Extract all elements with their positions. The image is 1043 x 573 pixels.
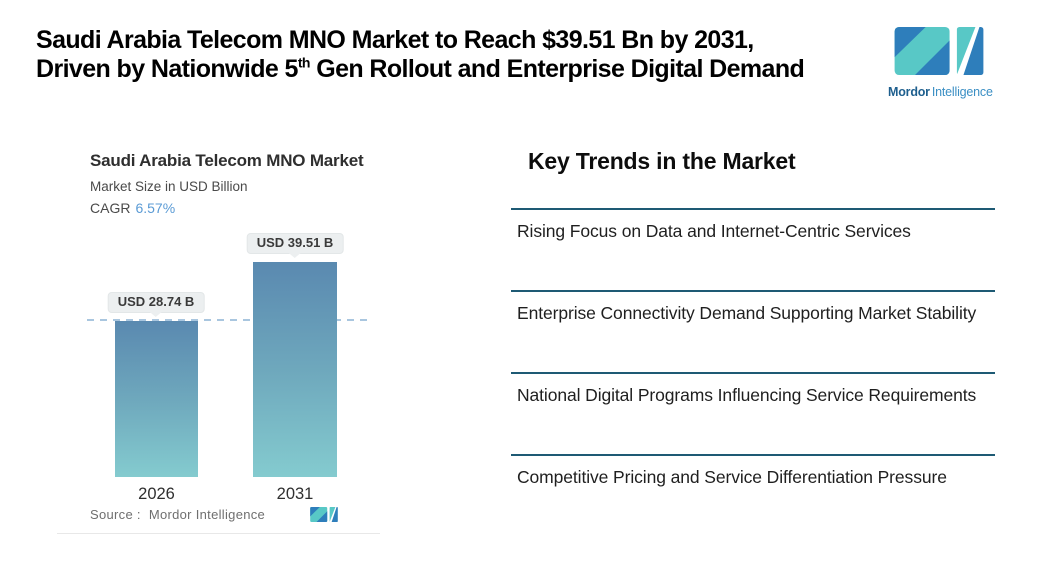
mini-brand-logo (310, 507, 338, 527)
superscript-th: th (297, 54, 311, 71)
cagr-label: CAGR (90, 200, 131, 216)
x-tick-2026: 2026 (138, 485, 175, 503)
trend-item-text: Rising Focus on Data and Internet-Centri… (517, 221, 911, 241)
chart-subtitle: Market Size in USD Billion (90, 179, 248, 194)
cagr-value: 6.57% (135, 200, 176, 216)
source-name: Mordor Intelligence (148, 507, 266, 522)
page-title-line1: Saudi Arabia Telecom MNO Market to Reach… (36, 26, 754, 54)
bar-chart-plot: USD 28.74 B USD 39.51 B (57, 233, 380, 477)
value-label-2026: USD 28.74 B (107, 292, 205, 313)
trend-item-2: Enterprise Connectivity Demand Supportin… (511, 290, 995, 327)
chart-cagr: CAGR 6.57% (90, 200, 175, 216)
value-label-2031: USD 39.51 B (246, 233, 344, 254)
trend-item-1: Rising Focus on Data and Internet-Centri… (511, 208, 995, 245)
page-title: Saudi Arabia Telecom MNO Market to Reach… (36, 26, 866, 84)
trend-item-text: Enterprise Connectivity Demand Supportin… (517, 303, 977, 323)
x-tick-2031: 2031 (276, 485, 314, 503)
trend-item-text: Competitive Pricing and Service Differen… (517, 467, 947, 487)
bar-2026 (115, 321, 198, 477)
market-chart-card: Saudi Arabia Telecom MNO Market Market S… (57, 138, 380, 534)
page-title-line2: Driven by Nationwide 5th Gen Rollout and… (36, 54, 805, 83)
chart-title: Saudi Arabia Telecom MNO Market (90, 151, 364, 170)
trend-item-4: Competitive Pricing and Service Differen… (511, 454, 995, 491)
chart-source: Source : Mordor Intelligence (90, 507, 347, 522)
source-label: Source : (90, 507, 141, 522)
key-trends-heading: Key Trends in the Market (528, 148, 796, 174)
brand-name: Mordor Intelligence (888, 85, 993, 99)
trend-item-text: National Digital Programs Influencing Se… (517, 385, 977, 405)
key-trends-section: Key Trends in the Market Rising Focus on… (511, 140, 995, 550)
mordor-logo-icon (894, 27, 984, 75)
trend-item-3: National Digital Programs Influencing Se… (511, 372, 995, 409)
brand-logo: Mordor Intelligence (888, 27, 1008, 99)
reference-dashed-line (87, 319, 367, 321)
mordor-logo-icon (310, 507, 338, 522)
bar-2031 (253, 262, 337, 477)
